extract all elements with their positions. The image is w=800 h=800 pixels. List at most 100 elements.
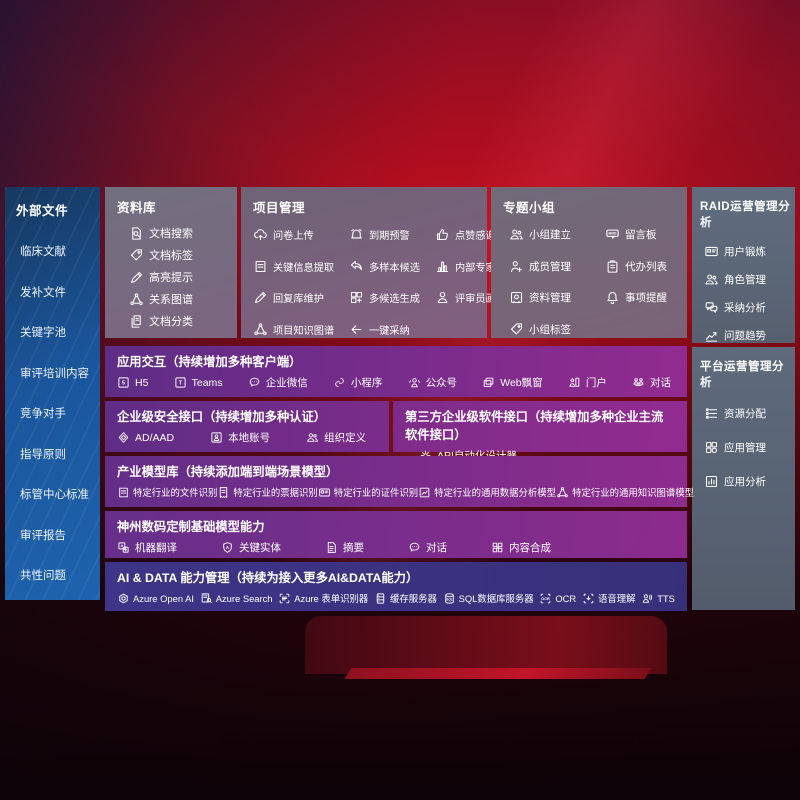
album-icon	[509, 290, 524, 305]
thumbs-up-icon	[435, 227, 450, 242]
security-interface-row: 企业级安全接口（持续增加多种认证） AD/AAD 本地账号 组织定义	[105, 401, 389, 452]
list-icon	[704, 406, 719, 421]
app-grid-icon	[704, 440, 719, 455]
chart-box-icon	[704, 474, 719, 489]
capability-item: 内容合成	[491, 540, 551, 555]
sql-server-icon: SQL	[443, 592, 456, 605]
service-item-label: OCR	[555, 592, 577, 604]
project-list: 问卷上传 到期预警 点赞感谢 关键信息提取 多样本候选 内部专家排名 回复库维护 多候选生成 评…	[241, 216, 516, 346]
web-window-icon	[482, 376, 495, 389]
person-icon	[435, 290, 450, 305]
group-item: 事项提醒	[605, 290, 687, 305]
auth-item-label: 组织定义	[324, 432, 367, 444]
external-file-item: 关键字池	[20, 327, 66, 339]
model-item-label: 特定行业的文件识别	[133, 487, 218, 498]
svg-text:A: A	[121, 544, 124, 548]
people-icon	[509, 227, 524, 242]
models-list: 特定行业的文件识别 特定行业的票据识别 特定行业的证件识别 特定行业的通用数据分析模型…	[117, 485, 694, 499]
client-item-label: 对话	[649, 377, 671, 389]
client-item-label: 企业微信	[265, 377, 308, 389]
project-item: 到期预警	[349, 227, 435, 242]
ai-data-list: Azure Open AI Azure Search Azure 表单识别器 缓存服务…	[117, 591, 675, 605]
clipboard-icon	[605, 259, 620, 274]
service-item-label: SQL数据库服务器	[458, 593, 534, 604]
model-item: 特定行业的证件识别	[318, 485, 418, 499]
platform-item-label: 应用分析	[724, 476, 766, 488]
project-item-label: 点赞感谢	[455, 231, 496, 242]
summary-doc-icon	[325, 541, 338, 554]
client-item: 对话	[632, 375, 671, 390]
chat-qa-icon	[704, 300, 719, 315]
doc-classify-icon	[129, 314, 144, 329]
client-item-label: Web飘窗	[500, 377, 543, 389]
client-item-label: 小程序	[350, 377, 383, 389]
svg-text:T: T	[178, 381, 182, 387]
capability-item-label: 对话	[426, 542, 447, 554]
translate-icon: A	[117, 541, 130, 554]
group-item: 资料管理	[509, 290, 605, 305]
client-item: 5 H5	[117, 376, 148, 389]
capability-item-label: 摘要	[343, 542, 364, 554]
library-item: 文档分类	[129, 313, 237, 329]
raid-title: RAID运营管理分析	[700, 201, 791, 229]
client-item: 小程序	[333, 375, 383, 390]
miniprogram-icon	[333, 376, 346, 389]
library-item-label: 文档分类	[149, 316, 193, 328]
model-item-label: 特定行业的证件识别	[333, 487, 419, 498]
group-item: 成员管理	[509, 259, 605, 274]
thirdparty-interface-row: 第三方企业级软件接口（持续增加多种企业主流软件接口） API自动化设计器	[393, 401, 687, 462]
background-desk-shape	[305, 616, 667, 674]
reply-arrow-icon	[349, 259, 364, 274]
raid-list: 用户锻炼 角色管理 采纳分析 问题趋势	[692, 230, 795, 343]
external-files-panel: 外部文件 临床文献 发补文件 关键字池 审评培训内容 竞争对手 指导原则 标管中心标准 审评报…	[5, 187, 100, 600]
platform-item-label: 资源分配	[724, 408, 766, 420]
ai-data-row: AI & DATA 能力管理（持续为接入更多AI&DATA能力） Azure O…	[105, 562, 687, 611]
project-item-label: 多样本候选	[369, 262, 420, 274]
doc-search-icon	[129, 226, 144, 241]
raid-analysis-panel: RAID运营管理分析 用户锻炼 角色管理 采纳分析 问题趋势	[692, 187, 795, 343]
raid-item: 问题趋势	[704, 328, 795, 343]
project-management-panel: 项目管理 问卷上传 到期预警 点赞感谢 关键信息提取 多样本候选 内部专家排名 回复库维护 多…	[241, 187, 516, 338]
background-desk-bar	[344, 668, 652, 679]
group-item: 小组标签	[509, 322, 605, 337]
groups-title: 专题小组	[503, 201, 556, 215]
svg-text:OCR: OCR	[542, 596, 551, 600]
project-item: 一键采纳	[349, 322, 435, 337]
cache-server-icon	[374, 592, 387, 605]
auth-item: AD/AAD	[117, 431, 174, 444]
project-item: 项目知识图谱	[253, 322, 349, 337]
client-item-label: H5	[135, 376, 149, 389]
library-title: 资料库	[117, 201, 157, 215]
industry-models-row: 产业模型库（持续添加端到端场景模型） 特定行业的文件识别 特定行业的票据识别 特定行…	[105, 456, 694, 507]
client-item-label: Teams	[191, 376, 223, 389]
local-account-icon	[210, 431, 223, 444]
library-item-label: 文档搜索	[149, 228, 193, 240]
external-file-item: 标管中心标准	[20, 489, 89, 501]
svg-text:A: A	[226, 545, 230, 550]
project-item-label: 多候选生成	[369, 294, 420, 306]
portal-icon	[568, 376, 581, 389]
models-title: 产业模型库（持续添加端到端场景模型）	[117, 465, 339, 479]
project-item: 点赞感谢	[435, 227, 516, 242]
library-panel: 资料库 文档搜索 文档标签 高亮提示 关系图谱 文档分类	[105, 187, 237, 338]
external-files-list: 临床文献 发补文件 关键字池 审评培训内容 竞争对手 指导原则 标管中心标准 审评报告 共性问题	[5, 219, 100, 597]
model-item: 特定行业的通用数据分析模型	[418, 485, 556, 499]
project-item-label: 问卷上传	[273, 231, 314, 242]
tts-icon	[641, 592, 654, 605]
data-analysis-icon	[418, 486, 431, 499]
people-icon	[704, 272, 719, 287]
external-file-item: 审评培训内容	[20, 367, 89, 380]
client-item: 企业微信	[248, 375, 308, 390]
project-item-label: 项目知识图谱	[273, 325, 335, 337]
alarm-icon	[349, 227, 364, 242]
client-item-label: 门户	[585, 377, 607, 389]
id-card-icon	[704, 244, 719, 259]
raid-item-label: 问题趋势	[724, 330, 766, 342]
svg-text:SQL: SQL	[446, 597, 453, 601]
external-files-title: 外部文件	[16, 204, 69, 218]
platform-item: 资源分配	[704, 406, 795, 421]
cloud-upload-icon	[253, 227, 268, 242]
capability-item-label: 机器翻译	[135, 542, 177, 554]
raid-item: 采纳分析	[704, 300, 795, 315]
